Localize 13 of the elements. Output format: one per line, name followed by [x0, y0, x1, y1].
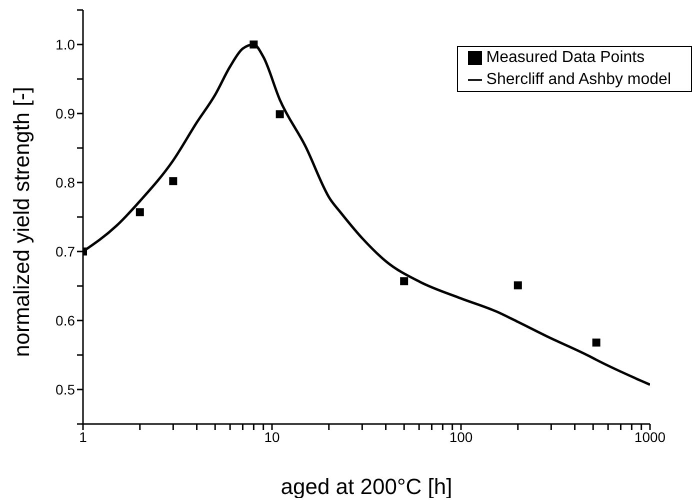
legend-label: Shercliff and Ashby model — [486, 71, 671, 88]
y-tick-label: 0.9 — [56, 105, 76, 122]
y-tick-label: 1.0 — [56, 36, 76, 52]
y-axis-title: normalized yield strength [-] — [8, 86, 34, 357]
legend-label: Measured Data Points — [486, 49, 645, 66]
x-tick-label: 1000 — [634, 428, 666, 445]
x-tick-label: 1 — [79, 428, 88, 445]
y-tick-label: 0.5 — [56, 381, 76, 398]
y-tick-label: 0.6 — [56, 312, 76, 328]
x-tick-label: 100 — [449, 428, 473, 445]
x-tick-label: 10 — [264, 428, 280, 445]
y-tick-label: 0.8 — [56, 174, 76, 190]
y-tick-label: 0.7 — [56, 243, 76, 260]
